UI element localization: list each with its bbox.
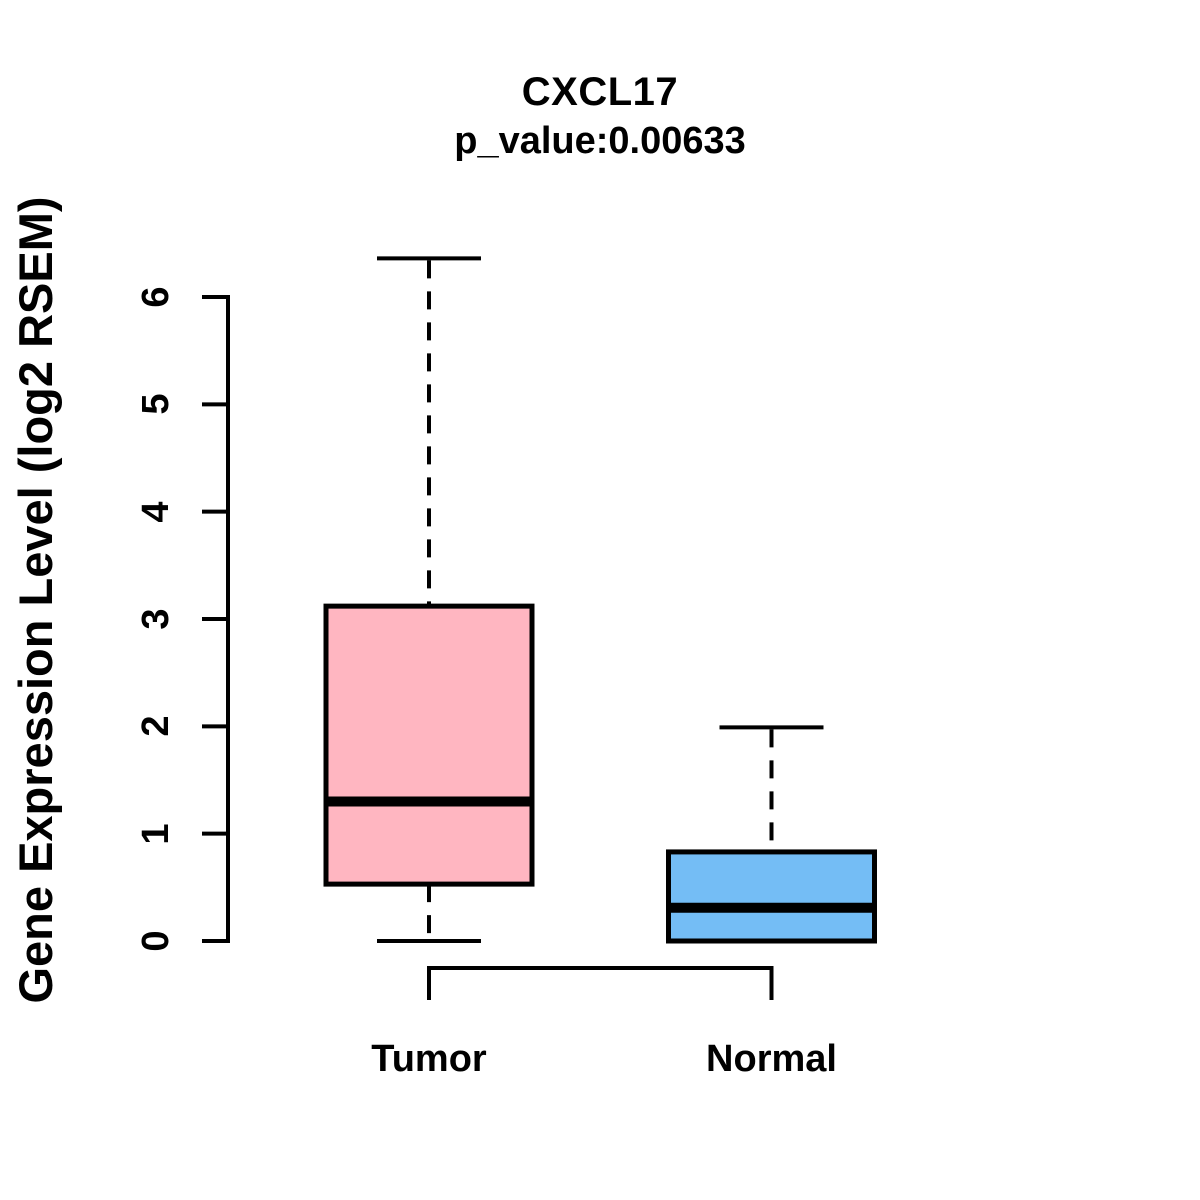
x-group-label-tumor: Tumor: [371, 1038, 487, 1080]
y-tick-label-6: 6: [135, 286, 177, 308]
comparison-bracket: [427, 966, 774, 1000]
y-tick-label-5: 5: [135, 393, 177, 415]
y-tick-label-0: 0: [135, 930, 177, 952]
y-tick-label-4: 4: [135, 501, 177, 523]
y-tick-label-1: 1: [135, 823, 177, 845]
y-tick-label-2: 2: [135, 715, 177, 737]
normal-box: [666, 849, 877, 944]
y-tick-label-3: 3: [135, 608, 177, 630]
x-group-label-normal: Normal: [706, 1038, 837, 1080]
chart-pvalue-subtitle: p_value:0.00633: [454, 120, 746, 162]
chart-title: CXCL17: [521, 70, 679, 114]
tumor-box: [323, 603, 535, 887]
